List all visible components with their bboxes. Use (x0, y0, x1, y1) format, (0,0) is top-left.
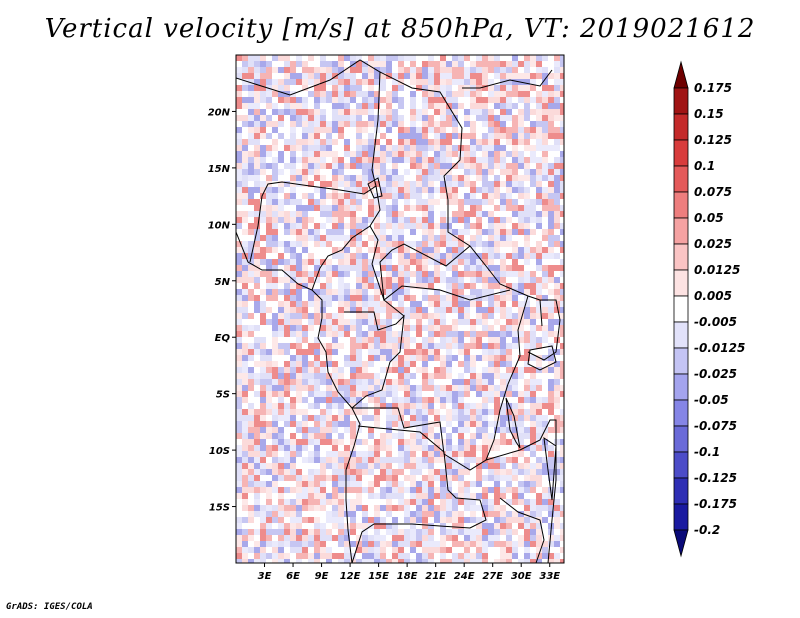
colorbar-label: 0.075 (694, 185, 732, 199)
colorbar-swatch (673, 477, 689, 505)
lake-outline (527, 345, 557, 371)
colorbar-swatch (673, 139, 689, 167)
colorbar-swatch (673, 165, 689, 193)
lat-tick-label: 10S (209, 446, 230, 457)
lat-tick-label: 5N (215, 277, 231, 288)
colorbar-swatch (673, 243, 689, 271)
colorbar-label: 0.125 (694, 133, 732, 147)
lat-tick-label: 20N (208, 107, 231, 118)
lon-tick-label: 6E (286, 571, 300, 582)
lake-outline (367, 177, 383, 199)
lon-tick-label: 9E (315, 571, 329, 582)
colorbar-label: 0.175 (694, 81, 732, 95)
lat-tick-label: 15N (208, 164, 231, 175)
colorbar-label: -0.0125 (694, 341, 745, 355)
colorbar-label: 0.1 (694, 159, 715, 173)
lon-tick-label: 12E (340, 571, 361, 582)
border-line (344, 311, 405, 409)
lon-tick-label: 15E (368, 571, 389, 582)
velocity-field (236, 55, 564, 563)
border-line (379, 243, 511, 301)
coastline (236, 231, 361, 563)
colorbar-label: -0.025 (694, 367, 737, 381)
colorbar-swatch (673, 217, 689, 245)
colorbar-swatch (673, 529, 689, 558)
country-borders (236, 59, 561, 563)
lake-outline (505, 397, 521, 449)
colorbar-swatch (673, 425, 689, 453)
border-line (311, 185, 381, 291)
colorbar-swatch (673, 451, 689, 479)
lon-tick-label: 33E (539, 571, 560, 582)
map-frame (235, 54, 565, 564)
border-line (369, 225, 405, 317)
border-line (351, 425, 487, 563)
colorbar-swatch (673, 321, 689, 349)
lat-tick-label: 10N (208, 220, 231, 231)
border-line (499, 497, 545, 563)
colorbar-swatch (673, 191, 689, 219)
colorbar-swatch (673, 113, 689, 141)
lon-tick-label: 3E (258, 571, 272, 582)
colorbar-swatch (673, 87, 689, 115)
colorbar-label: -0.05 (694, 393, 729, 407)
border-line (527, 299, 561, 361)
colorbar-label: -0.005 (694, 315, 737, 329)
lon-tick-label: 18E (397, 571, 418, 582)
border-line (236, 59, 543, 327)
border-line (462, 69, 553, 89)
colorbar-label: 0.0125 (694, 263, 740, 277)
lake-outline (543, 436, 557, 501)
lon-tick-label: 21E (425, 571, 446, 582)
colorbar-label: 0.05 (694, 211, 724, 225)
lon-tick-label: 30E (511, 571, 532, 582)
colorbar-label: 0.15 (694, 107, 724, 121)
colorbar-label: -0.125 (694, 471, 737, 485)
lat-tick-label: 15S (209, 503, 230, 514)
colorbar-swatch (673, 269, 689, 297)
lat-tick-label: 5S (216, 390, 230, 401)
colorbar-swatch (673, 373, 689, 401)
colorbar: 0.175 0.15 0.125 0.1 0.075 0.05 0.025 0.0125 0.0… (673, 60, 745, 558)
chart-title: Vertical velocity [m/s] at 850hPa, VT: 2… (44, 14, 756, 44)
border-line (485, 419, 557, 563)
colorbar-label: -0.175 (694, 497, 737, 511)
colorbar-label: 0.005 (694, 289, 732, 303)
lat-tick-label: EQ (215, 333, 231, 344)
colorbar-swatch (673, 399, 689, 427)
lon-tick-label: 24E (454, 571, 475, 582)
colorbar-label: 0.025 (694, 237, 732, 251)
colorbar-label: -0.075 (694, 419, 737, 433)
credit-label: GrADS: IGES/COLA (6, 602, 93, 612)
colorbar-label: -0.1 (694, 445, 720, 459)
colorbar-label: -0.2 (694, 523, 720, 537)
border-line (249, 71, 381, 263)
colorbar-swatch (673, 347, 689, 375)
colorbar-swatch (673, 503, 689, 531)
colorbar-swatch (673, 295, 689, 323)
lon-tick-label: 27E (482, 571, 503, 582)
colorbar-swatch (673, 60, 689, 89)
map-axes: 20N 15N 10N 5N EQ 5S 10S 15S 3E 6E 9E 12E 15E 18E 21E 2… (208, 107, 561, 582)
